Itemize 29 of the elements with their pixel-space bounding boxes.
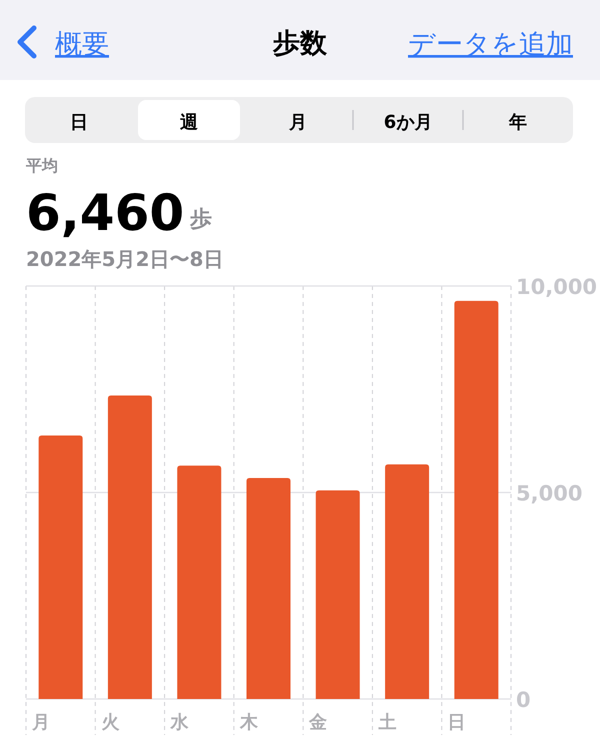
y-tick-label: 5,000 [516,482,582,506]
bar [246,478,290,699]
bar [316,490,360,699]
text: 歩 [189,207,212,232]
y-tick-label: 0 [516,688,531,712]
chart-title: 歩数 [272,28,328,59]
bar [177,466,222,699]
x-tick-label: 火 [100,712,120,733]
text: 6,460 [26,184,184,242]
text: 平均 [25,156,58,175]
text: 週 [179,112,198,133]
text: 年 [508,112,527,133]
text: データを追加 [408,29,573,60]
text: 6か月 [384,112,432,133]
text: 2022年5月2日〜8日 [26,247,224,271]
x-tick-label: 月 [31,712,50,733]
text: 月 [288,112,307,133]
x-tick-label: 金 [308,712,328,733]
x-tick-label: 水 [170,712,190,733]
bar [38,436,83,699]
x-tick-label: 日 [448,712,466,733]
y-tick-label: 10,000 [516,275,598,299]
bar [385,464,430,699]
x-tick-label: 木 [238,712,259,733]
bar [454,300,498,699]
text: 概要 [55,29,109,60]
bar [108,395,152,699]
text: 日 [70,112,88,133]
x-tick-label: 土 [377,712,396,733]
